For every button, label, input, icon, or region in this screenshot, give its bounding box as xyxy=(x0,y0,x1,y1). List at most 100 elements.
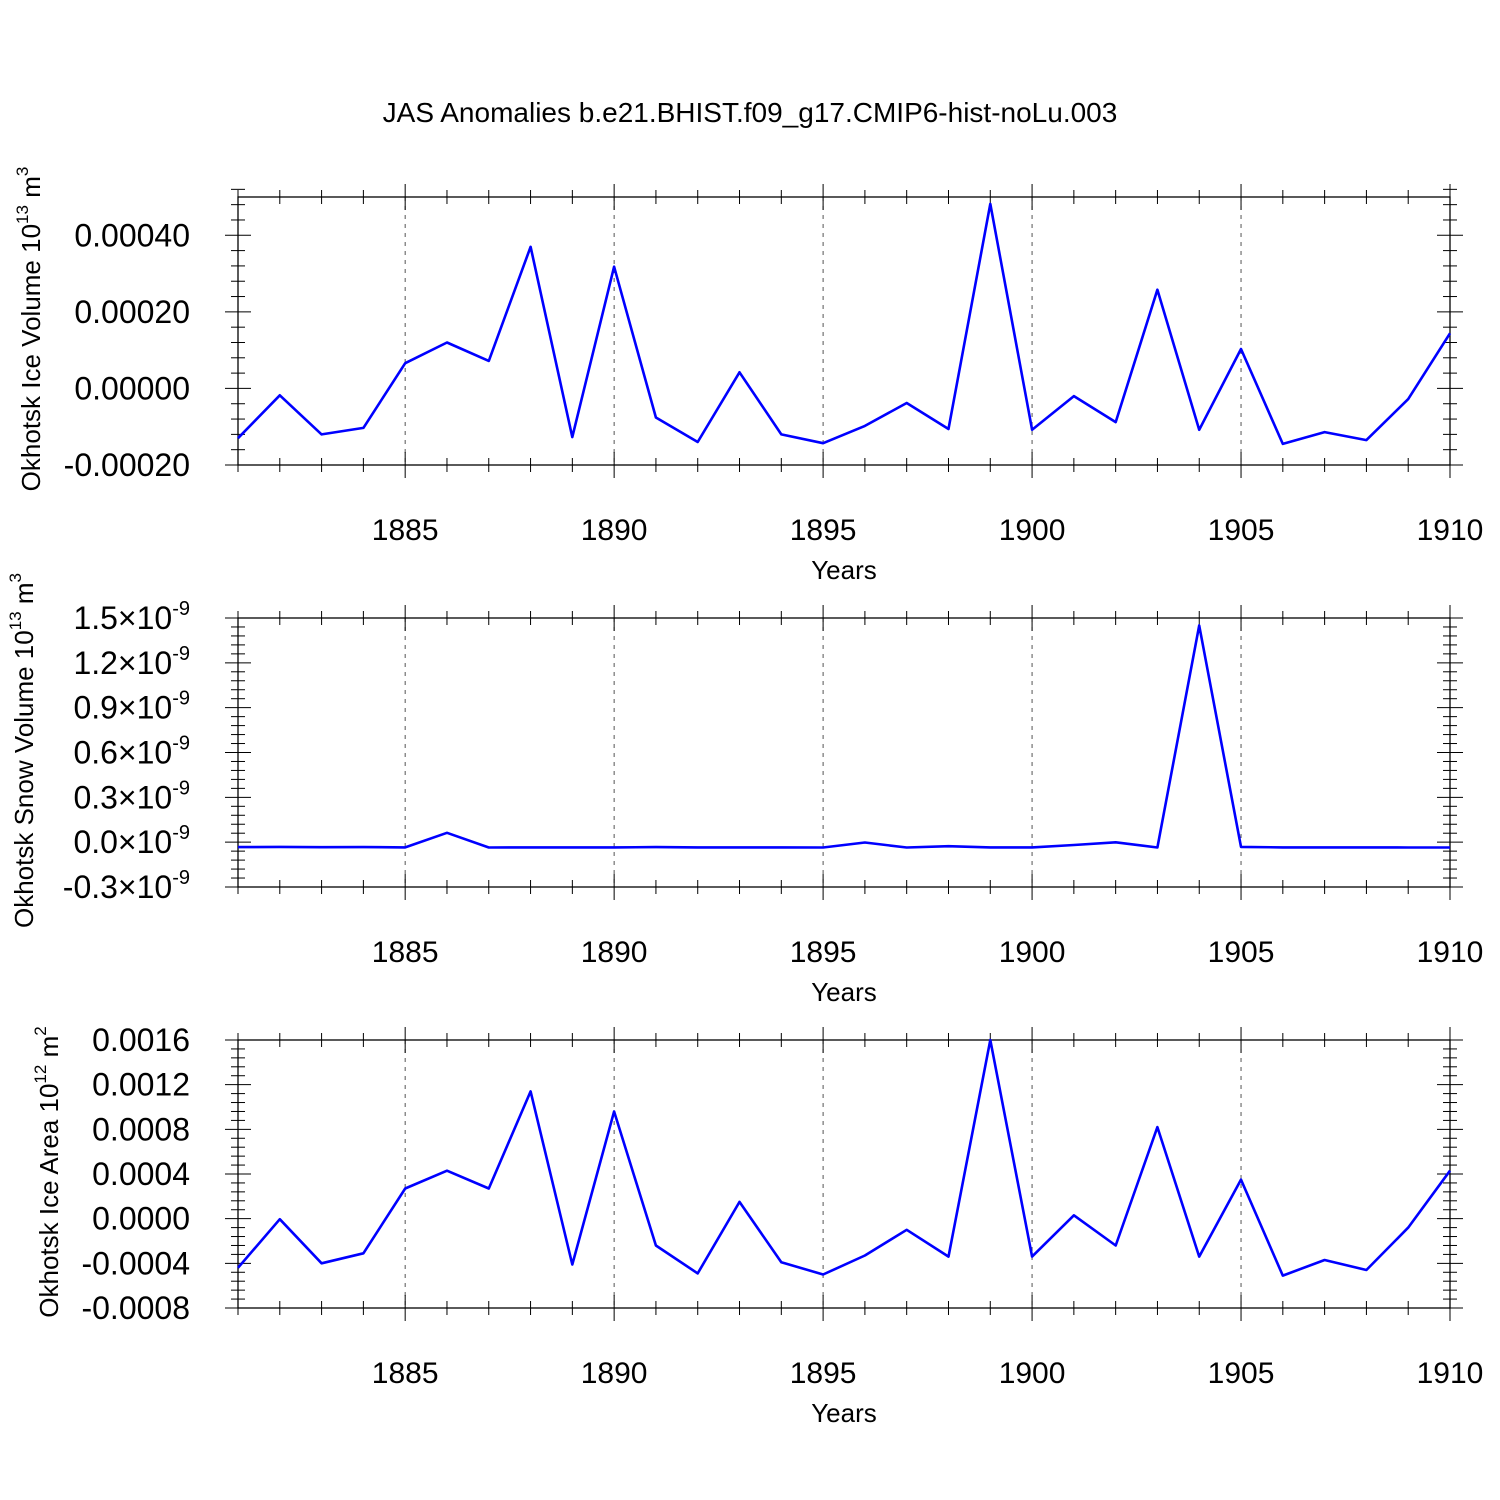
x-tick-label: 1910 xyxy=(1417,936,1484,969)
data-point xyxy=(946,844,950,848)
data-point xyxy=(821,1273,825,1277)
y-tick-label: -0.0004 xyxy=(81,1245,190,1281)
data-point xyxy=(612,1109,616,1113)
data-point xyxy=(487,1187,491,1191)
data-point xyxy=(445,1169,449,1173)
x-tick-label: 1910 xyxy=(1417,514,1484,547)
data-point xyxy=(236,845,240,849)
data-point xyxy=(654,416,658,420)
data-point xyxy=(487,846,491,850)
data-point xyxy=(487,359,491,363)
data-point xyxy=(320,432,324,436)
data-point xyxy=(946,1255,950,1259)
data-point xyxy=(1281,845,1285,849)
data-point xyxy=(1239,1178,1243,1182)
data-point xyxy=(1155,288,1159,292)
data-point xyxy=(1448,1169,1452,1173)
data-point xyxy=(1281,1274,1285,1278)
series-line xyxy=(237,624,1450,849)
x-tick-label: 1910 xyxy=(1417,1357,1484,1390)
data-point xyxy=(988,202,992,206)
data-point xyxy=(988,845,992,849)
data-point xyxy=(654,1243,658,1247)
x-tick-label: 1895 xyxy=(790,1357,857,1390)
y-axis-label: Okhotsk Ice Volume 1013 m3 xyxy=(13,167,46,492)
data-point xyxy=(570,435,574,439)
data-point xyxy=(905,401,909,405)
y-axis-label: Okhotsk Snow Volume 1013 m3 xyxy=(6,573,39,928)
data-point xyxy=(445,831,449,835)
y-tick-label: 0.6×10-9 xyxy=(73,733,190,771)
data-point xyxy=(1030,1255,1034,1259)
data-point xyxy=(403,845,407,849)
data-point xyxy=(445,340,449,344)
y-tick-label: 0.0008 xyxy=(92,1111,190,1147)
x-tick-label: 1890 xyxy=(581,936,648,969)
data-point xyxy=(1406,397,1410,401)
data-point xyxy=(1364,1268,1368,1272)
x-tick-label: 1900 xyxy=(999,1357,1066,1390)
data-point xyxy=(905,1228,909,1232)
data-point xyxy=(1030,428,1034,432)
data-point xyxy=(738,370,742,374)
data-point xyxy=(529,1089,533,1093)
data-point xyxy=(1406,1226,1410,1230)
data-point xyxy=(570,1262,574,1266)
data-point xyxy=(403,1187,407,1191)
data-point xyxy=(278,845,282,849)
data-point xyxy=(654,845,658,849)
data-point xyxy=(278,393,282,397)
data-point xyxy=(1072,843,1076,847)
y-tick-label: 0.0×10-9 xyxy=(73,822,190,860)
x-tick-label: 1905 xyxy=(1208,936,1275,969)
data-point xyxy=(738,845,742,849)
y-axis-label: Okhotsk Ice Area 1012 m2 xyxy=(31,1026,64,1317)
y-tick-label: -0.0008 xyxy=(81,1290,190,1326)
data-point xyxy=(696,440,700,444)
data-point xyxy=(1072,1213,1076,1217)
data-point xyxy=(905,846,909,850)
panel-3: -0.0008 -0.0004 0.0000 0.0004 0.0008 0.0012 0.… xyxy=(31,1022,1483,1428)
data-point xyxy=(361,1251,365,1255)
y-tick-label: 0.0004 xyxy=(92,1156,190,1192)
data-point xyxy=(1448,331,1452,335)
data-point xyxy=(696,1271,700,1275)
data-point xyxy=(863,424,867,428)
x-tick-label: 1905 xyxy=(1208,514,1275,547)
data-point xyxy=(361,845,365,849)
chart-title: JAS Anomalies b.e21.BHIST.f09_g17.CMIP6-… xyxy=(383,97,1118,128)
y-tick-label: 0.0012 xyxy=(92,1067,190,1103)
x-tick-label: 1900 xyxy=(999,936,1066,969)
y-tick-label: 0.00020 xyxy=(74,294,190,330)
x-axis-label: Years xyxy=(811,555,877,585)
x-tick-label: 1890 xyxy=(581,1357,648,1390)
data-point xyxy=(570,845,574,849)
data-point xyxy=(779,1260,783,1264)
y-tick-label: 0.3×10-9 xyxy=(73,777,190,815)
x-tick-label: 1885 xyxy=(372,936,439,969)
x-axis-label: Years xyxy=(811,977,877,1007)
data-point xyxy=(821,441,825,445)
y-tick-label: -0.3×10-9 xyxy=(63,867,190,905)
data-point xyxy=(1406,846,1410,850)
data-point xyxy=(1281,442,1285,446)
data-point xyxy=(320,1261,324,1265)
data-point xyxy=(1072,394,1076,398)
data-point xyxy=(236,1266,240,1270)
x-tick-label: 1890 xyxy=(581,514,648,547)
data-point xyxy=(1364,438,1368,442)
x-tick-label: 1895 xyxy=(790,936,857,969)
data-point xyxy=(1197,428,1201,432)
y-tick-label: 0.00000 xyxy=(74,370,190,406)
data-point xyxy=(821,846,825,850)
data-point xyxy=(1155,1125,1159,1129)
y-tick-label: -0.00020 xyxy=(64,447,190,483)
y-tick-label: 0.0000 xyxy=(92,1201,190,1237)
data-point xyxy=(1114,840,1118,844)
y-tick-label: 0.9×10-9 xyxy=(73,688,190,726)
data-point xyxy=(1323,1258,1327,1262)
x-tick-label: 1895 xyxy=(790,514,857,547)
data-point xyxy=(1155,846,1159,850)
data-point xyxy=(278,1217,282,1221)
